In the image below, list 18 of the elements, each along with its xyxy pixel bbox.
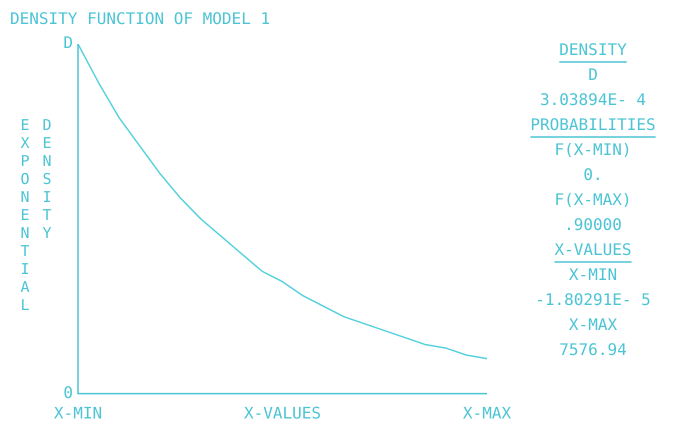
text: F(X-MIN) [554, 140, 632, 160]
text: .90000 [564, 215, 622, 234]
text: 0 [63, 382, 73, 402]
y-axis-title: EXPONENTIAL DENSITY [15, 116, 57, 316]
text: D [63, 33, 73, 52]
text: DENSITY [559, 40, 628, 60]
x-axis-title: X-VALUES [244, 404, 322, 423]
text: X-VALUES [554, 240, 632, 260]
text: 0. [583, 165, 603, 184]
text: 7576.94 [559, 340, 627, 360]
text: 3.03894E- 4 [540, 90, 646, 110]
text: X-MAX [568, 315, 618, 334]
text: X-MIN [568, 265, 618, 284]
text: PROBABILITIES [530, 115, 656, 134]
text: F(X-MAX) [554, 190, 632, 210]
chart-title: DENSITY FUNCTION OF MODEL 1 [10, 9, 270, 28]
text: D [588, 65, 598, 84]
text: -1.80291E- 5 [535, 290, 651, 310]
